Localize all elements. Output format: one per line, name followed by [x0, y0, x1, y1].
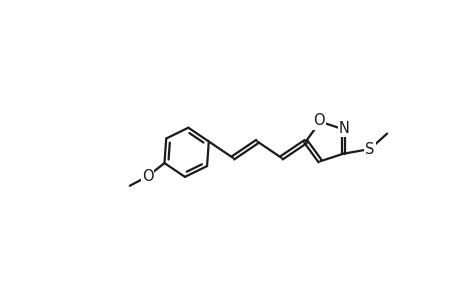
Text: O: O	[313, 113, 325, 128]
Text: N: N	[338, 121, 349, 136]
Text: S: S	[364, 142, 374, 157]
Text: O: O	[141, 169, 153, 184]
